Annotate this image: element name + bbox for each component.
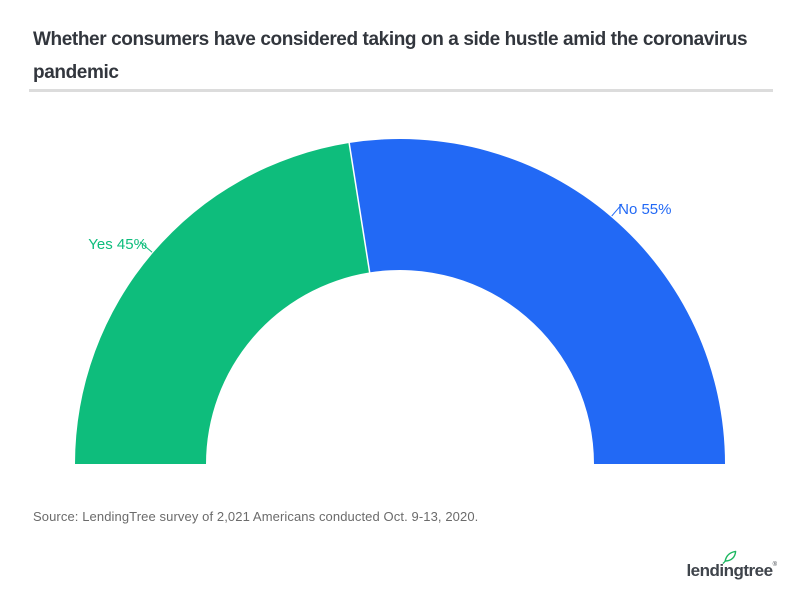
slice-label-no: No 55% [618,201,671,218]
lendingtree-logo: lendingtree® [686,550,777,597]
slice-label-yes: Yes 45% [88,236,147,253]
chart-title-line-2: pandemic [33,62,119,83]
gauge-slice-no[interactable] [349,139,725,464]
title-divider [29,89,773,92]
gauge-slice-yes[interactable] [75,143,370,464]
label-leader-yes [139,241,153,253]
chart-title: Whether consumers have considered taking… [33,23,780,89]
half-donut-chart: Yes 45% No 55% [75,139,725,464]
chart-title-line-1: Whether consumers have considered taking… [33,29,748,50]
logo-trademark: ® [772,562,777,568]
slice-separator [348,141,371,274]
logo-leaf-icon [722,550,737,564]
label-leader-no [611,203,623,217]
logo-wordmark: lendingtree [686,561,773,580]
source-note: Source: LendingTree survey of 2,021 Amer… [33,509,479,524]
